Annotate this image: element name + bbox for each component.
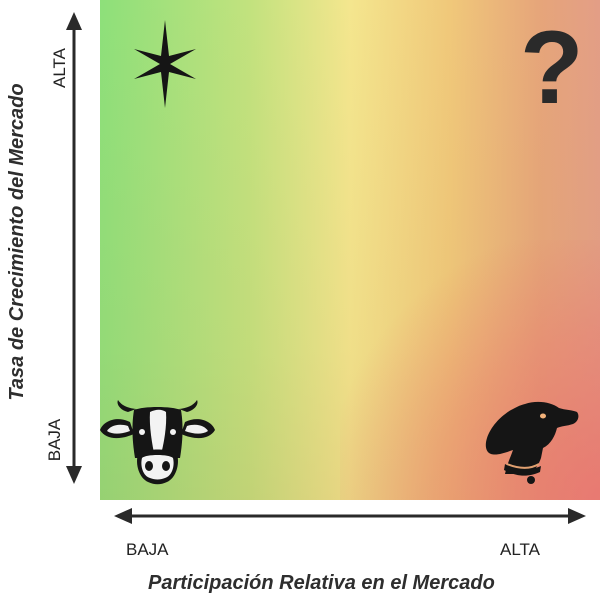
- question-mark-icon: ?: [520, 10, 584, 126]
- y-axis-low-label: BAJA: [45, 418, 64, 462]
- x-axis-high-label: ALTA: [500, 540, 540, 559]
- cow-icon: [100, 400, 215, 485]
- x-axis-low-label: BAJA: [126, 540, 169, 559]
- dog-icon: [485, 401, 579, 484]
- x-axis-title: Participación Relativa en el Mercado: [148, 572, 495, 594]
- star-icon: [134, 20, 196, 108]
- y-axis-high-label: ALTA: [50, 48, 69, 88]
- bcg-matrix-background: [100, 0, 600, 500]
- y-axis-title: Tasa de Crecimiento del Mercado: [6, 83, 28, 401]
